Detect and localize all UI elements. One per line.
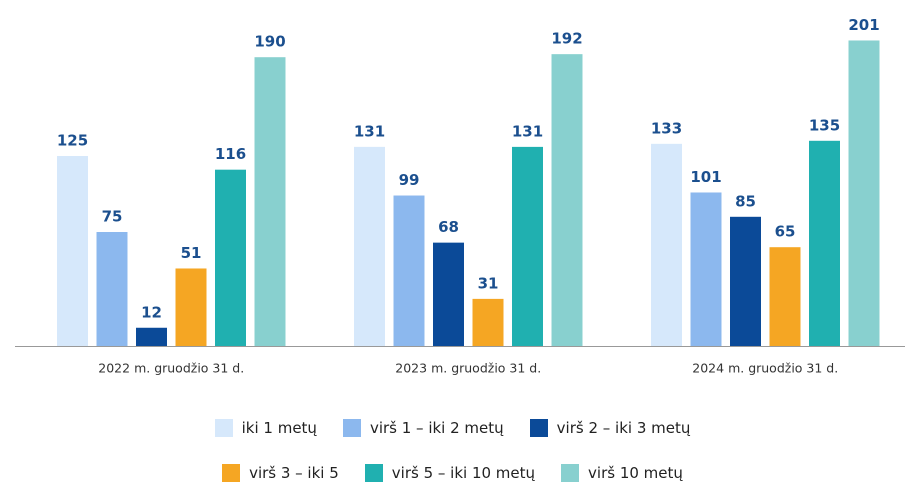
bar bbox=[551, 54, 583, 346]
legend-row: iki 1 metų virš 1 – iki 2 metų virš 2 – ik… bbox=[0, 405, 905, 450]
bar bbox=[472, 298, 504, 346]
bar bbox=[175, 268, 207, 346]
data-label: 85 bbox=[735, 192, 756, 210]
legend-swatch bbox=[342, 418, 361, 437]
x-tick-label: 2024 m. gruodžio 31 d. bbox=[692, 361, 838, 376]
legend-item: virš 1 – iki 2 metų bbox=[342, 418, 504, 437]
bar bbox=[690, 192, 722, 346]
data-label: 65 bbox=[775, 223, 796, 241]
legend-item: iki 1 metų bbox=[214, 418, 317, 437]
data-label: 201 bbox=[848, 16, 879, 34]
legend-item: virš 10 metų bbox=[561, 463, 683, 482]
legend-swatch bbox=[561, 463, 580, 482]
legend-item: virš 2 – iki 3 metų bbox=[529, 418, 691, 437]
legend-label: virš 10 metų bbox=[588, 463, 683, 482]
data-label: 133 bbox=[651, 119, 682, 137]
data-label: 125 bbox=[57, 132, 88, 150]
legend-label: iki 1 metų bbox=[241, 418, 317, 437]
legend-swatch bbox=[529, 418, 548, 437]
legend: iki 1 metų virš 1 – iki 2 metų virš 2 – ik… bbox=[0, 405, 905, 495]
legend-swatch bbox=[222, 463, 241, 482]
bar bbox=[512, 146, 543, 346]
page: 2022 m. gruodžio 31 d. 125 75 12 51 116 190 202… bbox=[15, 15, 905, 482]
chart: 2022 m. gruodžio 31 d. 125 75 12 51 116 190 202… bbox=[15, 16, 905, 376]
bar bbox=[769, 247, 801, 346]
legend-item: virš 5 – iki 10 metų bbox=[364, 463, 536, 482]
bar bbox=[57, 156, 88, 346]
data-label: 101 bbox=[690, 168, 721, 186]
data-label: 192 bbox=[551, 30, 582, 48]
legend-item: virš 3 – iki 5 bbox=[222, 463, 339, 482]
x-tick-label: 2023 m. gruodžio 31 d. bbox=[395, 361, 541, 376]
data-label: 131 bbox=[512, 122, 543, 140]
legend-label: virš 5 – iki 10 metų bbox=[391, 463, 536, 482]
data-label: 135 bbox=[809, 116, 840, 134]
bar bbox=[730, 216, 761, 346]
x-tick-label: 2022 m. gruodžio 31 d. bbox=[98, 361, 244, 376]
bar bbox=[809, 140, 840, 346]
data-label: 75 bbox=[102, 208, 123, 226]
data-label: 190 bbox=[254, 33, 285, 51]
data-label: 131 bbox=[354, 122, 385, 140]
data-label: 31 bbox=[478, 274, 499, 292]
data-label: 68 bbox=[438, 218, 459, 236]
bar bbox=[215, 169, 246, 346]
legend-label: virš 3 – iki 5 bbox=[249, 463, 339, 482]
bar bbox=[96, 232, 128, 346]
legend-swatch bbox=[364, 463, 383, 482]
bar bbox=[354, 146, 385, 346]
data-label: 51 bbox=[181, 244, 202, 262]
bar bbox=[136, 327, 167, 346]
bar bbox=[254, 57, 286, 346]
data-label: 116 bbox=[215, 145, 246, 163]
bar bbox=[433, 242, 464, 346]
legend-swatch bbox=[214, 418, 233, 437]
data-label: 99 bbox=[399, 171, 420, 189]
bar bbox=[393, 195, 425, 346]
legend-row: virš 3 – iki 5 virš 5 – iki 10 metų virš 1… bbox=[0, 450, 905, 495]
legend-label: virš 1 – iki 2 metų bbox=[369, 418, 504, 437]
bar bbox=[848, 40, 880, 346]
data-label: 12 bbox=[141, 303, 162, 321]
legend-label: virš 2 – iki 3 metų bbox=[556, 418, 691, 437]
bar bbox=[651, 143, 682, 346]
